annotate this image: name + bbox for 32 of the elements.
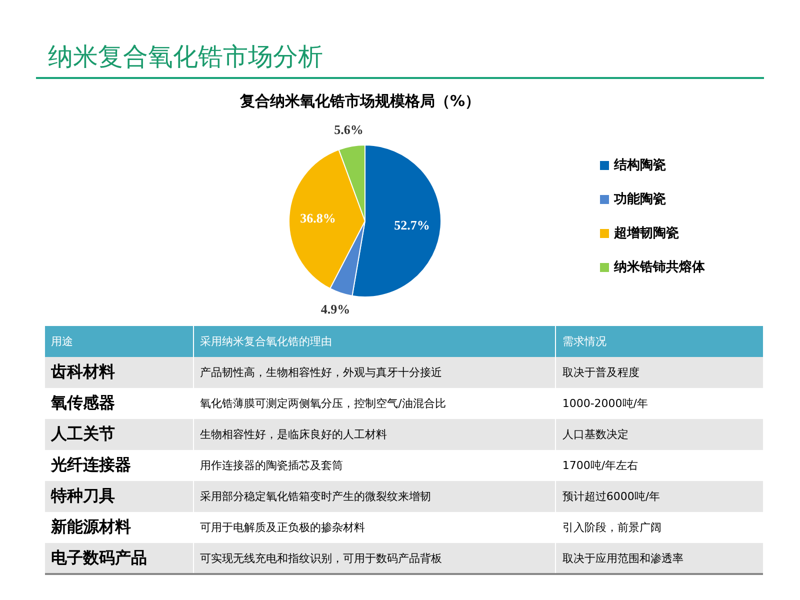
text: 可实现无线充电和指纹识别，可用于数码产品背板 (194, 543, 556, 574)
text: 用途 (50, 334, 74, 350)
text: 氧化锆薄膜可测定两侧氧分压，控制空气/油混合比 (194, 388, 556, 419)
text: 1000-2000吨/年 (556, 388, 763, 419)
text: 取决于普及程度 (556, 357, 763, 388)
text: 引入阶段，前景广阔 (556, 512, 763, 543)
text: 预计超过6000吨/年 (556, 481, 763, 512)
text: 需求情况 (556, 326, 763, 357)
data-label: 36.8% (300, 210, 336, 226)
chart-subtitle: 复合纳米氧化锆市场规模格局（%） (240, 92, 480, 111)
text: 人口基数决定 (556, 419, 763, 450)
text: 齿科材料 (50, 361, 116, 383)
legend-label: 超增韧陶瓷 (614, 224, 679, 242)
text: 新能源材料 (50, 516, 132, 538)
text: 用作连接器的陶瓷插芯及套筒 (194, 450, 556, 481)
text: 氧传感器 (50, 392, 116, 414)
text: 1700吨/年左右 (556, 450, 763, 481)
text: 光纤连接器 (50, 454, 132, 476)
legend-label: 纳米锆铈共熔体 (614, 258, 705, 276)
data-label: 5.6% (334, 122, 364, 138)
text: 产品韧性高，生物相容性好，外观与真牙十分接近 (194, 357, 556, 388)
legend-label: 功能陶瓷 (614, 190, 666, 208)
text: 取决于应用范围和渗透率 (556, 543, 763, 574)
data-label: 52.7% (394, 217, 430, 232)
text: 生物相容性好，是临床良好的人工材料 (194, 419, 556, 450)
chart-title: 纳米复合氧化锆市场分析 (48, 41, 323, 73)
legend-label: 结构陶瓷 (614, 156, 666, 174)
text: 可用于电解质及正负极的掺杂材料 (194, 512, 556, 543)
text: 电子数码产品 (45, 543, 194, 574)
text: 采用纳米复合氧化锆的理由 (194, 326, 556, 357)
text: 采用部分稳定氧化锆箱变时产生的微裂纹来增韧 (194, 481, 556, 512)
data-label: 4.9% (320, 301, 350, 316)
